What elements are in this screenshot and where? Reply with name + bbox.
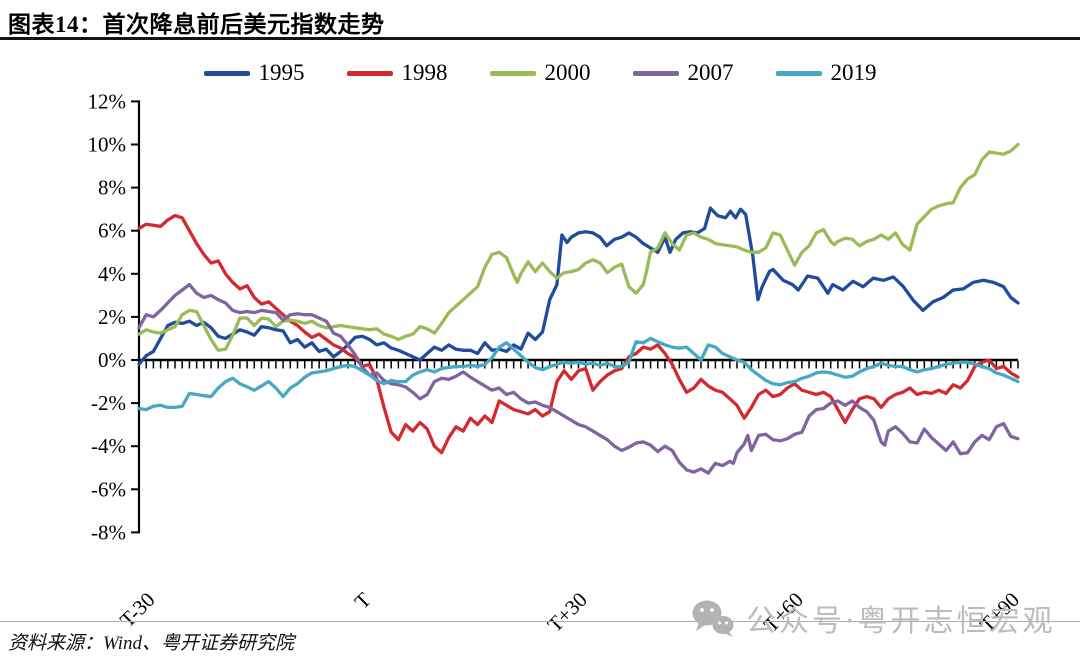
series-line-1995 xyxy=(137,206,1020,366)
legend-swatch-1995 xyxy=(203,70,250,76)
series-line-2000 xyxy=(137,142,1020,352)
legend-label-1995: 1995 xyxy=(258,60,305,85)
legend-item-1995: 1995 xyxy=(203,60,305,86)
legend-item-2007: 2007 xyxy=(632,60,734,86)
legend-item-1998: 1998 xyxy=(346,60,448,86)
y-tick-label: -4% xyxy=(91,434,126,458)
chart-title: 图表14：首次降息前后美元指数走势 xyxy=(8,12,385,37)
legend-label-2019: 2019 xyxy=(830,60,877,85)
legend-swatch-1998 xyxy=(346,70,393,76)
footer-divider xyxy=(0,621,1080,622)
y-tick-label: 10% xyxy=(88,133,127,157)
legend-swatch-2019 xyxy=(775,70,822,76)
legend-label-2007: 2007 xyxy=(687,60,734,85)
y-tick-label: 8% xyxy=(98,176,126,200)
title-divider xyxy=(0,37,1080,40)
legend-item-2019: 2019 xyxy=(775,60,877,86)
source-note: 资料来源：Wind、粤开证券研究院 xyxy=(8,633,295,654)
y-tick-label: -2% xyxy=(91,391,126,415)
y-tick-label: -8% xyxy=(91,520,126,544)
y-tick-label: 4% xyxy=(98,262,126,286)
y-tick-label: 12% xyxy=(88,89,127,113)
y-tick-label: -6% xyxy=(91,477,126,501)
x-tick-label: T+30 xyxy=(543,588,592,637)
legend-item-2000: 2000 xyxy=(489,60,591,86)
wechat-icon xyxy=(692,600,734,637)
y-tick-label: 2% xyxy=(98,305,126,329)
legend-label-1998: 1998 xyxy=(401,60,448,85)
series-line-2007 xyxy=(137,282,1020,475)
y-tick-label: 6% xyxy=(98,219,126,243)
legend-label-2000: 2000 xyxy=(544,60,591,85)
series-line-1998 xyxy=(137,213,1020,455)
watermark-text: 公众号·粤开志恒宏观 xyxy=(746,604,1056,639)
series-line-2019 xyxy=(137,336,1020,412)
x-tick-label: T xyxy=(350,587,376,613)
watermark: 公众号·粤开志恒宏观 xyxy=(690,596,1056,640)
chart-legend: 1995 1998 2000 2007 2019 xyxy=(0,60,1080,86)
x-tick-label: T-30 xyxy=(115,588,159,632)
legend-swatch-2000 xyxy=(489,70,536,76)
legend-swatch-2007 xyxy=(632,70,679,76)
y-tick-label: 0% xyxy=(98,348,126,372)
